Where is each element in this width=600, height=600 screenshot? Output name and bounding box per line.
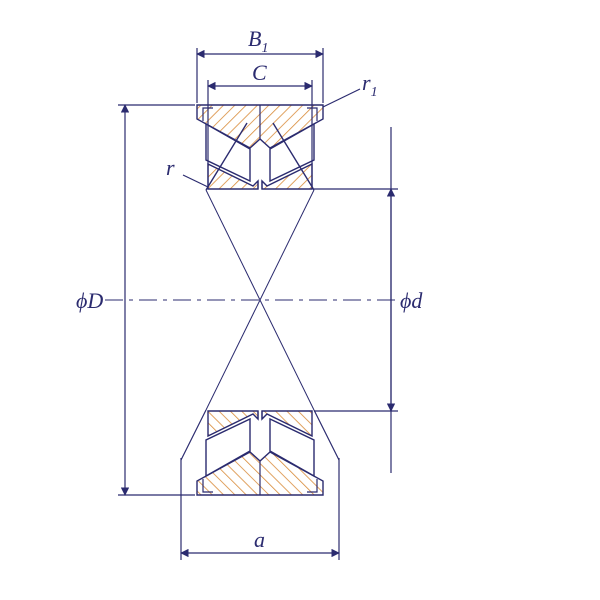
bearing-diagram: B1 C r1 r ϕD ϕd a bbox=[0, 0, 600, 600]
label-r1-sub: 1 bbox=[371, 85, 378, 100]
label-B1-sub: 1 bbox=[261, 41, 268, 56]
label-r: r bbox=[166, 155, 175, 180]
dim-r bbox=[183, 175, 208, 187]
label-C: C bbox=[252, 60, 267, 85]
label-a: a bbox=[254, 527, 265, 552]
label-r1: r1 bbox=[362, 70, 378, 100]
dim-r1 bbox=[323, 89, 360, 107]
label-B1-main: B bbox=[248, 26, 261, 51]
label-phid: ϕd bbox=[400, 288, 423, 313]
label-phiD: ϕD bbox=[76, 288, 103, 313]
label-B1: B1 bbox=[248, 26, 268, 56]
